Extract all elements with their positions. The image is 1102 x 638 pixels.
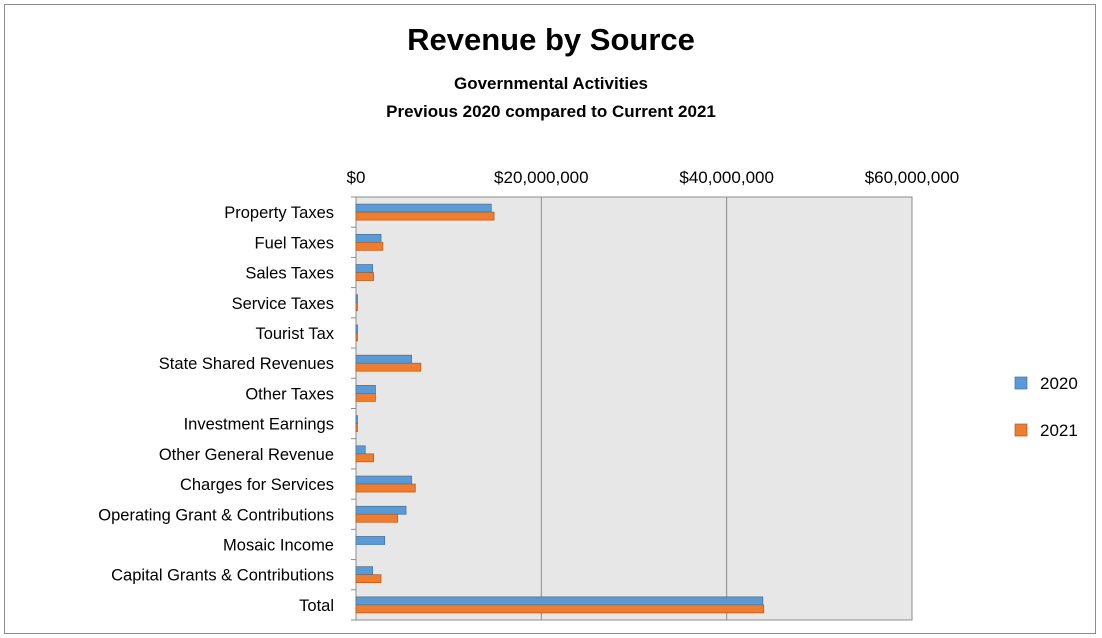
bar-2020 — [355, 354, 412, 364]
bar-2020 — [355, 415, 358, 424]
bar-2021 — [355, 453, 374, 463]
chart-subtitle-1: Governmental Activities — [454, 74, 648, 93]
category-label: Property Taxes — [224, 204, 334, 222]
bar-2021 — [355, 302, 358, 312]
category-label: Total — [299, 597, 334, 615]
bar-2020 — [355, 294, 358, 304]
bar-2021 — [355, 513, 399, 523]
chart-subtitle-2: Previous 2020 compared to Current 2021 — [386, 102, 716, 121]
x-tick-label: $20,000,000 — [494, 168, 589, 187]
bar-2020 — [355, 264, 374, 273]
x-tick-label: $60,000,000 — [865, 168, 960, 187]
category-label: Fuel Taxes — [255, 234, 335, 252]
plot-area — [355, 196, 913, 621]
category-label: Other Taxes — [245, 385, 334, 403]
bar-2021 — [355, 332, 358, 342]
category-label: Tourist Tax — [255, 325, 334, 343]
legend-swatch-2021 — [1014, 423, 1028, 437]
bar-2020 — [355, 505, 407, 515]
bar-2020 — [355, 596, 764, 606]
category-label: State Shared Revenues — [159, 355, 334, 373]
legend-label-2020: 2020 — [1040, 374, 1078, 393]
category-label: Sales Taxes — [245, 265, 334, 283]
category-label: Operating Grant & Contributions — [98, 506, 334, 524]
bar-2021 — [355, 241, 384, 251]
bar-2020 — [355, 566, 374, 576]
x-tick-label: $40,000,000 — [679, 168, 774, 187]
bar-2020 — [355, 536, 386, 545]
bar-2021 — [355, 272, 374, 281]
bar-2021 — [355, 423, 358, 432]
category-label: Capital Grants & Contributions — [111, 567, 334, 585]
category-label: Investment Earnings — [184, 416, 334, 434]
bar-2020 — [355, 385, 376, 394]
category-label: Service Taxes — [232, 295, 334, 313]
category-label: Mosaic Income — [223, 536, 334, 554]
bar-2021 — [355, 604, 765, 614]
bar-2021 — [355, 483, 416, 493]
bar-2020 — [355, 203, 492, 213]
bar-2020 — [355, 233, 382, 243]
bar-2021 — [355, 362, 422, 372]
category-label: Other General Revenue — [159, 446, 334, 464]
bar-2021 — [355, 574, 382, 584]
bar-2020 — [355, 324, 358, 334]
category-label: Charges for Services — [180, 476, 334, 494]
legend-label-2021: 2021 — [1040, 421, 1078, 440]
x-tick-label: $0 — [347, 168, 366, 187]
legend-swatch-2020 — [1014, 376, 1028, 390]
bar-2021 — [355, 393, 376, 402]
bar-2021 — [355, 211, 495, 221]
bar-2020 — [355, 475, 412, 485]
chart-title: Revenue by Source — [407, 22, 695, 57]
bar-2020 — [355, 445, 366, 455]
